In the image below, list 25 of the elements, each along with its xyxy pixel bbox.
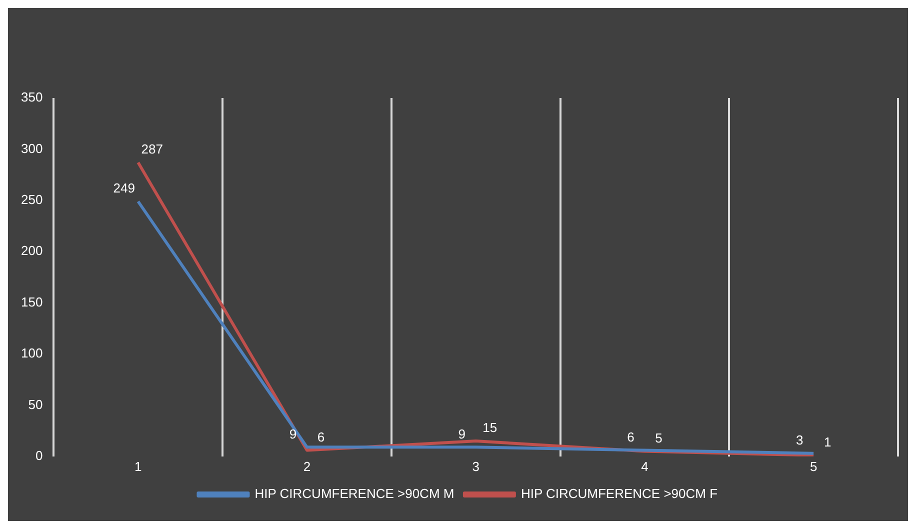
y-tick-label: 300 [20, 140, 43, 156]
data-label: 6 [317, 429, 325, 444]
y-tick-label: 150 [20, 294, 43, 310]
data-label: 15 [482, 420, 498, 436]
data-label: 6 [627, 429, 634, 444]
data-label: 9 [289, 426, 297, 442]
data-label: 287 [141, 142, 163, 157]
y-tick-label: 200 [20, 243, 43, 258]
x-tick-label: 3 [472, 458, 480, 474]
x-tick-label: 2 [303, 458, 311, 474]
y-tick-label: 350 [20, 90, 43, 105]
data-label: 249 [113, 180, 135, 196]
data-label: 9 [458, 426, 466, 442]
y-tick-label: 250 [20, 192, 43, 207]
x-tick-label: 5 [810, 458, 818, 474]
legend-label: HIP CIRCUMFERENCE >90CM F [520, 486, 718, 502]
y-tick-label: 0 [35, 448, 43, 463]
x-tick-label: 1 [134, 458, 142, 474]
y-tick-label: 50 [28, 396, 43, 412]
x-tick-label: 4 [641, 458, 648, 474]
legend-label: HIP CIRCUMFERENCE >90CM M [254, 486, 454, 502]
data-label: 5 [655, 430, 662, 446]
data-label: 1 [824, 434, 832, 450]
data-label: 3 [796, 432, 804, 448]
y-tick-label: 100 [20, 346, 43, 361]
